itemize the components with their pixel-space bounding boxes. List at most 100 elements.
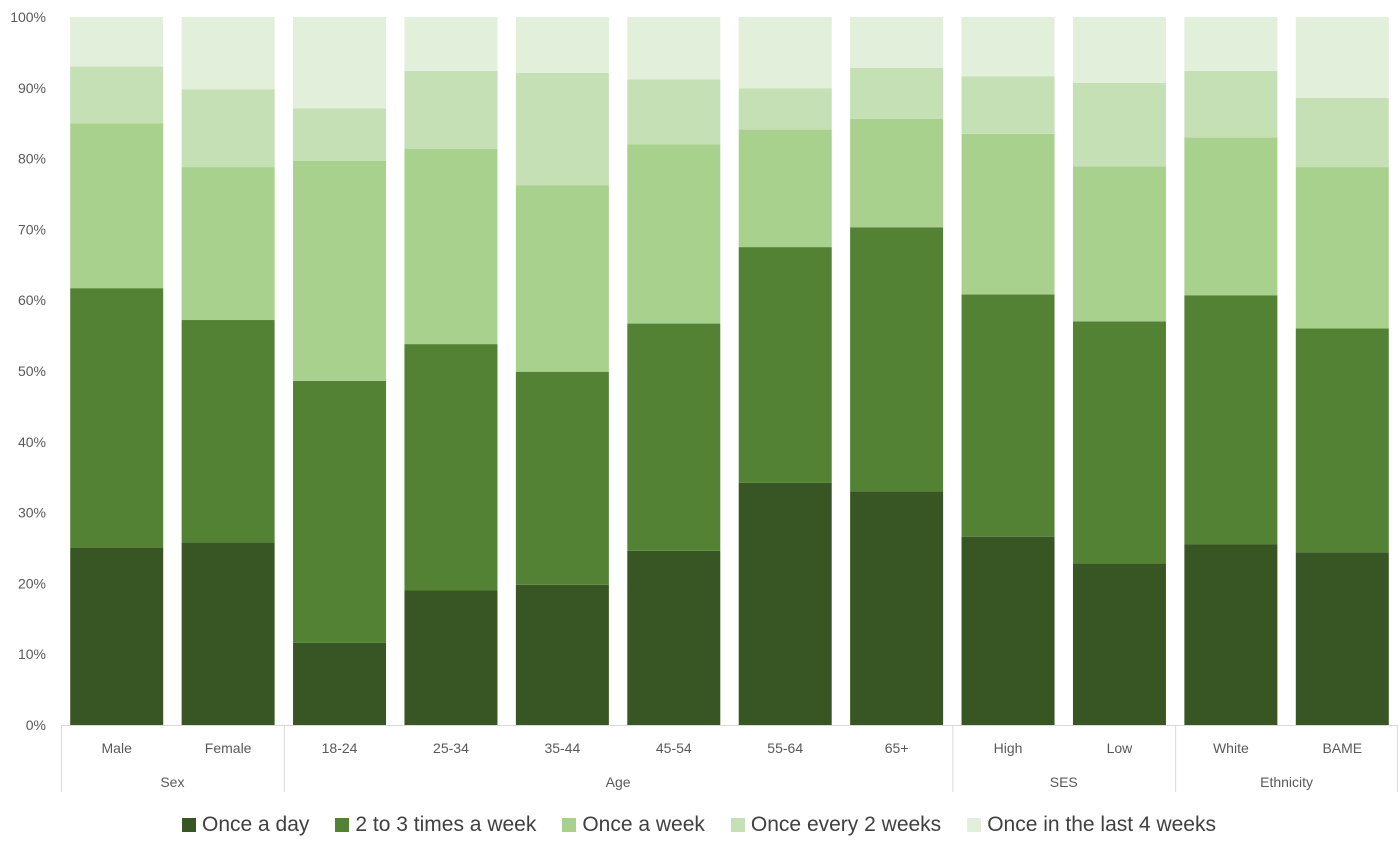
bar-segment-18-24-s4	[293, 17, 387, 109]
bar-segment-55-64-s2	[738, 129, 832, 248]
x-group-label: Age	[606, 774, 631, 790]
x-category-label: Male	[102, 740, 133, 756]
bar-segment-low-s4	[1072, 17, 1166, 83]
x-category-label: White	[1213, 740, 1249, 756]
legend-swatch	[182, 818, 197, 832]
bar-segment-45-54-s4	[627, 17, 721, 80]
bar-segment-white-s4	[1184, 17, 1278, 71]
bar-segment-55-64-s1	[738, 247, 832, 483]
bar-segment-65--s0	[850, 491, 944, 725]
legend-label: 2 to 3 times a week	[355, 813, 537, 836]
bar-segment-female-s0	[181, 542, 275, 725]
bar-segment-male-s3	[70, 66, 164, 124]
bar-segment-high-s1	[961, 294, 1055, 537]
bar-segment-female-s1	[181, 320, 275, 543]
bar-segment-male-s1	[70, 288, 164, 548]
bar-segment-35-44-s1	[515, 371, 609, 585]
x-group-label: SES	[1050, 774, 1078, 790]
bar-segment-35-44-s4	[515, 17, 609, 73]
bar-segment-65--s4	[850, 17, 944, 68]
bar-segment-male-s2	[70, 123, 164, 289]
legend-swatch	[730, 818, 745, 832]
legend-item: Once a week	[562, 813, 705, 837]
bar-segment-25-34-s2	[404, 148, 498, 345]
y-tick-label: 60%	[18, 292, 46, 308]
y-tick-label: 0%	[26, 717, 46, 733]
bar-segment-25-34-s0	[404, 590, 498, 725]
bar-segment-25-34-s1	[404, 344, 498, 591]
legend-label: Once every 2 weeks	[750, 813, 942, 836]
bar-segment-male-s0	[70, 548, 164, 725]
bar-segment-35-44-s2	[515, 185, 609, 372]
bar-segment-45-54-s3	[627, 79, 721, 145]
legend-swatch	[562, 818, 577, 832]
bar-segment-bame-s2	[1295, 167, 1389, 329]
bar-segment-low-s1	[1072, 321, 1166, 564]
bar-segment-35-44-s3	[515, 72, 609, 186]
x-category-label: High	[994, 740, 1023, 756]
x-category-label: BAME	[1322, 740, 1362, 756]
legend-swatch	[335, 818, 350, 832]
legend-item: Once every 2 weeks	[730, 813, 942, 837]
bar-segment-bame-s1	[1295, 328, 1389, 553]
y-tick-label: 70%	[18, 221, 46, 237]
y-tick-label: 30%	[18, 505, 46, 521]
x-group-label: Sex	[160, 774, 184, 790]
bar-segment-white-s3	[1184, 70, 1278, 138]
bar-segment-55-64-s0	[738, 482, 832, 725]
legend-label: Once in the last 4 weeks	[987, 813, 1216, 836]
x-category-label: 25-34	[433, 740, 469, 756]
bar-segment-high-s3	[961, 76, 1055, 134]
bar-segment-low-s0	[1072, 563, 1166, 725]
bar-segment-bame-s3	[1295, 97, 1389, 168]
x-group-label: Ethnicity	[1260, 774, 1313, 790]
x-category-label: Female	[205, 740, 252, 756]
bar-segment-high-s0	[961, 536, 1055, 725]
bar-segment-18-24-s3	[293, 108, 387, 161]
bar-segment-25-34-s4	[404, 17, 498, 71]
legend-label: Once a week	[582, 813, 705, 836]
legend-item: Once in the last 4 weeks	[967, 813, 1216, 837]
bar-segment-female-s4	[181, 17, 275, 90]
bar-segment-65--s3	[850, 67, 944, 119]
legend-item: Once a day	[182, 813, 309, 837]
bar-segment-female-s2	[181, 167, 275, 321]
bar-segment-low-s2	[1072, 166, 1166, 322]
x-category-label: 18-24	[322, 740, 358, 756]
legend-label: Once a day	[202, 813, 310, 836]
bar-segment-bame-s0	[1295, 552, 1389, 725]
bar-segment-white-s1	[1184, 295, 1278, 545]
bar-segment-55-64-s3	[738, 88, 832, 130]
y-tick-label: 80%	[18, 151, 46, 167]
y-tick-label: 100%	[10, 9, 46, 25]
y-tick-label: 90%	[18, 80, 46, 96]
bar-segment-white-s0	[1184, 544, 1278, 725]
y-tick-label: 50%	[18, 363, 46, 379]
x-category-label: 35-44	[544, 740, 580, 756]
bar-segment-45-54-s0	[627, 550, 721, 725]
x-category-label: Low	[1107, 740, 1134, 756]
bar-segment-white-s2	[1184, 137, 1278, 296]
bar-segment-high-s2	[961, 133, 1055, 295]
y-tick-label: 10%	[18, 646, 46, 662]
bar-segment-female-s3	[181, 89, 275, 168]
bar-segment-45-54-s2	[627, 144, 721, 324]
x-category-label: 55-64	[767, 740, 803, 756]
bar-segment-male-s4	[70, 17, 164, 67]
bar-segment-55-64-s4	[738, 17, 832, 89]
stacked-bar-chart: 0% 10% 20% 30% 40% 50% 60% 70% 80% 90% 100% Male Fem…	[10, 9, 1398, 792]
x-category-label: 45-54	[656, 740, 692, 756]
bar-segment-high-s4	[961, 17, 1055, 77]
bar-segment-65--s1	[850, 227, 944, 492]
legend-swatch	[967, 818, 982, 832]
legend: Once a day 2 to 3 times a week Once a week…	[0, 810, 1398, 840]
y-tick-label: 20%	[18, 575, 46, 591]
bar-segment-65--s2	[850, 118, 944, 228]
x-category-label: 65+	[885, 740, 909, 756]
bar-segment-low-s3	[1072, 82, 1166, 167]
bar-segment-35-44-s0	[515, 584, 609, 725]
bar-segment-25-34-s3	[404, 70, 498, 149]
bar-segment-18-24-s2	[293, 160, 387, 381]
y-tick-label: 40%	[18, 434, 46, 450]
bar-segment-45-54-s1	[627, 323, 721, 551]
